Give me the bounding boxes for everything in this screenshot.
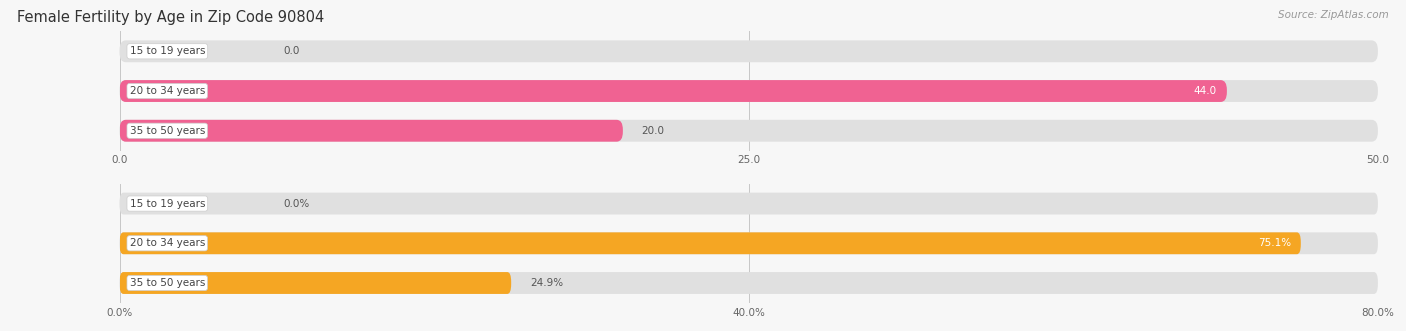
Text: 20 to 34 years: 20 to 34 years — [129, 86, 205, 96]
Text: Female Fertility by Age in Zip Code 90804: Female Fertility by Age in Zip Code 9080… — [17, 10, 325, 25]
Text: Source: ZipAtlas.com: Source: ZipAtlas.com — [1278, 10, 1389, 20]
FancyBboxPatch shape — [120, 232, 1378, 254]
Text: 15 to 19 years: 15 to 19 years — [129, 199, 205, 209]
FancyBboxPatch shape — [120, 232, 1301, 254]
FancyBboxPatch shape — [120, 193, 1378, 214]
FancyBboxPatch shape — [120, 80, 1227, 102]
Text: 75.1%: 75.1% — [1257, 238, 1291, 248]
Text: 20.0: 20.0 — [641, 126, 665, 136]
Text: 35 to 50 years: 35 to 50 years — [129, 278, 205, 288]
FancyBboxPatch shape — [120, 120, 1378, 142]
Text: 44.0: 44.0 — [1194, 86, 1216, 96]
Text: 24.9%: 24.9% — [530, 278, 564, 288]
FancyBboxPatch shape — [120, 80, 1378, 102]
Text: 0.0: 0.0 — [283, 46, 299, 56]
Text: 0.0%: 0.0% — [283, 199, 309, 209]
FancyBboxPatch shape — [120, 120, 623, 142]
Text: 20 to 34 years: 20 to 34 years — [129, 238, 205, 248]
Text: 15 to 19 years: 15 to 19 years — [129, 46, 205, 56]
Text: 35 to 50 years: 35 to 50 years — [129, 126, 205, 136]
FancyBboxPatch shape — [120, 272, 1378, 294]
FancyBboxPatch shape — [120, 40, 1378, 62]
FancyBboxPatch shape — [120, 272, 512, 294]
